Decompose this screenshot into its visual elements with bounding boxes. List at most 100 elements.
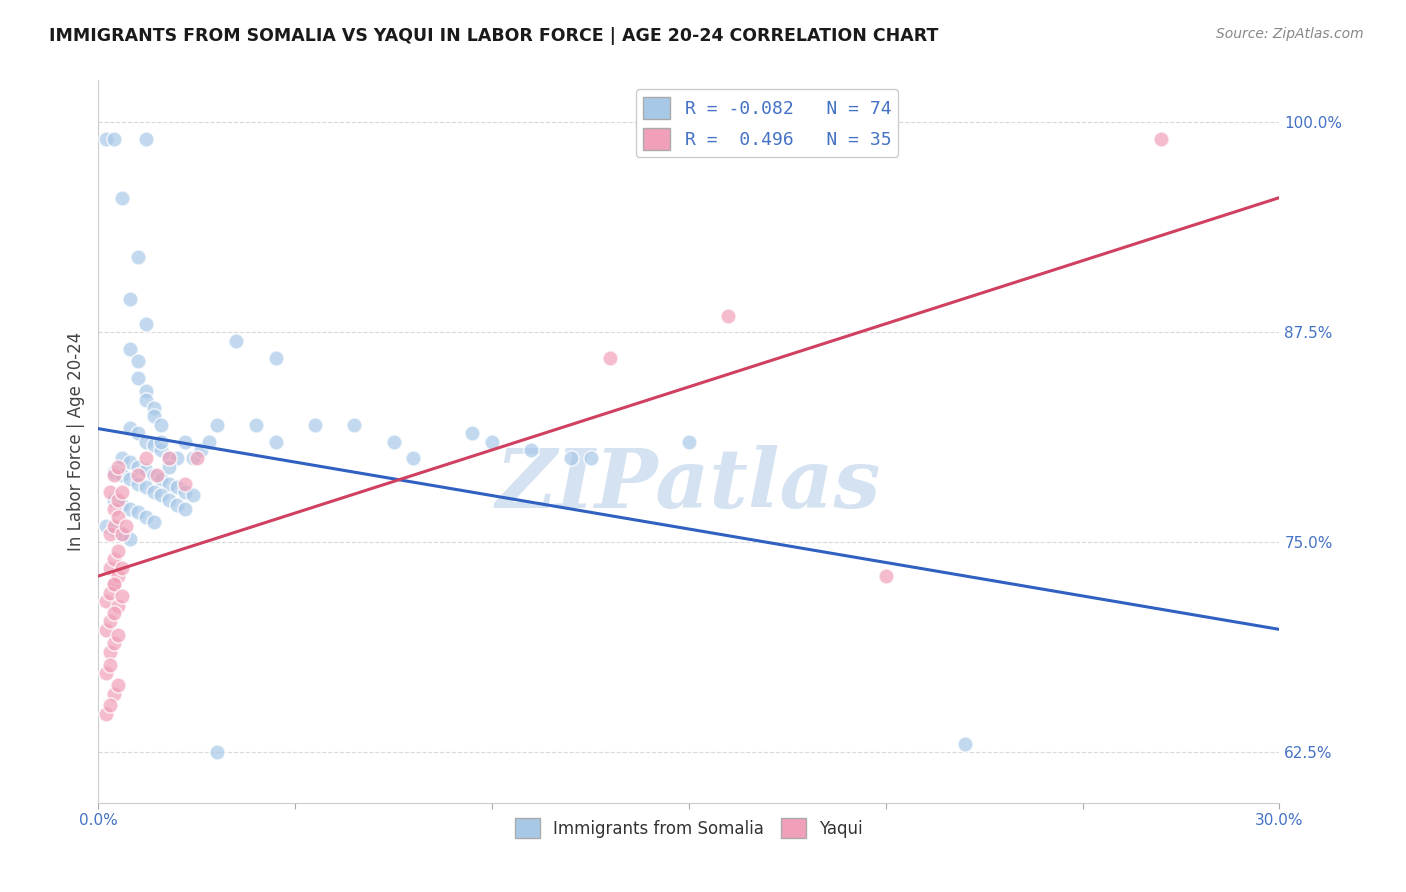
Point	[107, 569, 129, 583]
Point	[98, 698, 121, 713]
Point	[304, 417, 326, 432]
Point	[98, 586, 121, 600]
Point	[174, 476, 197, 491]
Point	[481, 434, 503, 449]
Point	[382, 434, 405, 449]
Point	[103, 687, 125, 701]
Point	[127, 505, 149, 519]
Legend: Immigrants from Somalia, Yaqui: Immigrants from Somalia, Yaqui	[509, 812, 869, 845]
Point	[142, 515, 165, 529]
Point	[118, 471, 141, 485]
Point	[135, 463, 157, 477]
Point	[157, 493, 180, 508]
Point	[98, 658, 121, 673]
Point	[142, 438, 165, 452]
Point	[135, 480, 157, 494]
Point	[225, 334, 247, 348]
Point	[150, 442, 173, 457]
Point	[103, 132, 125, 146]
Point	[127, 459, 149, 474]
Point	[166, 480, 188, 494]
Point	[107, 599, 129, 614]
Point	[181, 488, 204, 502]
Point	[111, 560, 134, 574]
Point	[142, 468, 165, 483]
Text: IMMIGRANTS FROM SOMALIA VS YAQUI IN LABOR FORCE | AGE 20-24 CORRELATION CHART: IMMIGRANTS FROM SOMALIA VS YAQUI IN LABO…	[49, 27, 939, 45]
Point	[174, 501, 197, 516]
Point	[111, 527, 134, 541]
Point	[127, 354, 149, 368]
Point	[103, 606, 125, 620]
Text: Source: ZipAtlas.com: Source: ZipAtlas.com	[1216, 27, 1364, 41]
Point	[150, 471, 173, 485]
Point	[520, 442, 543, 457]
Point	[245, 417, 267, 432]
Point	[205, 417, 228, 432]
Point	[205, 745, 228, 759]
Point	[96, 623, 118, 637]
Point	[111, 468, 134, 483]
Point	[174, 485, 197, 500]
Point	[142, 401, 165, 415]
Text: ZIPatlas: ZIPatlas	[496, 445, 882, 524]
Point	[96, 518, 118, 533]
Point	[678, 434, 700, 449]
Point	[96, 706, 118, 721]
Point	[135, 132, 157, 146]
Point	[107, 628, 129, 642]
Point	[135, 451, 157, 466]
Point	[98, 560, 121, 574]
Point	[717, 309, 740, 323]
Point	[157, 451, 180, 466]
Point	[98, 527, 121, 541]
Point	[953, 737, 976, 751]
Point	[135, 434, 157, 449]
Point	[98, 644, 121, 658]
Point	[157, 459, 180, 474]
Point	[142, 409, 165, 424]
Point	[103, 468, 125, 483]
Point	[205, 821, 228, 835]
Point	[111, 527, 134, 541]
Point	[127, 476, 149, 491]
Point	[107, 543, 129, 558]
Point	[142, 485, 165, 500]
Point	[461, 426, 484, 441]
Point	[103, 493, 125, 508]
Point	[146, 468, 169, 483]
Point	[118, 292, 141, 306]
Point	[96, 132, 118, 146]
Point	[174, 434, 197, 449]
Point	[186, 451, 208, 466]
Point	[103, 577, 125, 591]
Point	[343, 417, 366, 432]
Point	[1150, 132, 1173, 146]
Point	[107, 493, 129, 508]
Point	[96, 594, 118, 608]
Point	[111, 485, 134, 500]
Point	[264, 434, 287, 449]
Point	[103, 522, 125, 536]
Point	[103, 552, 125, 566]
Point	[118, 455, 141, 469]
Point	[98, 615, 121, 629]
Point	[560, 451, 582, 466]
Point	[118, 532, 141, 546]
Point	[127, 426, 149, 441]
Point	[135, 317, 157, 331]
Point	[875, 569, 897, 583]
Point	[103, 465, 125, 479]
Point	[599, 351, 621, 365]
Point	[157, 476, 180, 491]
Point	[579, 451, 602, 466]
Point	[115, 518, 138, 533]
Point	[166, 499, 188, 513]
Point	[135, 392, 157, 407]
Point	[107, 459, 129, 474]
Point	[118, 501, 141, 516]
Point	[157, 451, 180, 466]
Point	[150, 488, 173, 502]
Point	[103, 577, 125, 591]
Point	[127, 250, 149, 264]
Point	[135, 510, 157, 524]
